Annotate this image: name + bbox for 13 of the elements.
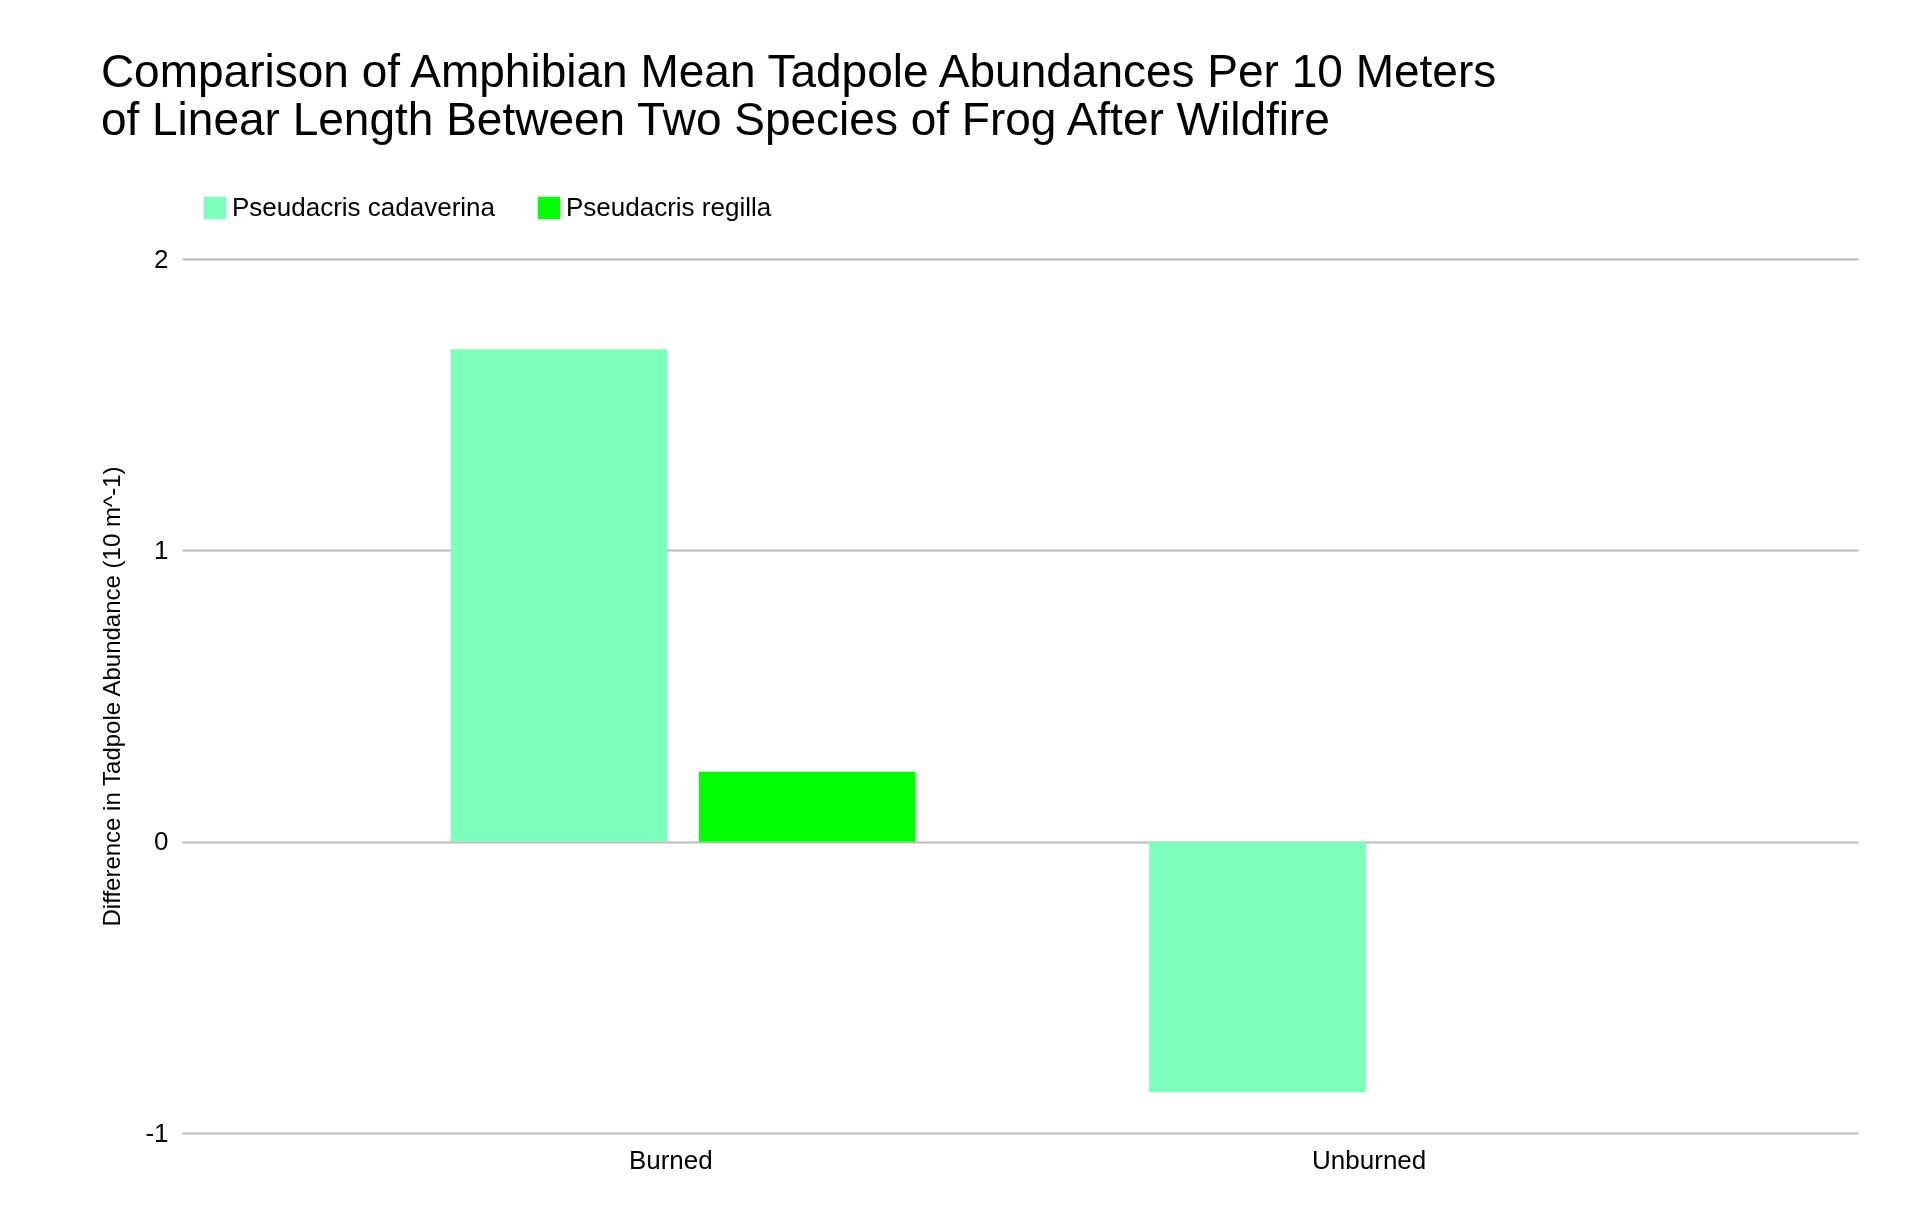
y-axis-title: Difference in Tadpole Abundance (10 m^-1) (98, 466, 126, 927)
x-tick-label: Unburned (1312, 1144, 1427, 1175)
legend-label: Pseudacris regilla (566, 192, 772, 222)
bar (699, 771, 916, 842)
y-tick-label: 1 (154, 534, 169, 565)
bar (1149, 841, 1366, 1093)
y-tick-label: 2 (154, 243, 169, 274)
legend-label: Pseudacris cadaverina (232, 192, 496, 222)
bar (450, 349, 668, 842)
x-tick-label: Burned (628, 1144, 713, 1175)
text: Comparison of Amphibian Mean Tadpole Abundances Per 10 Meters (100, 45, 1497, 97)
y-tick-label: 0 (154, 826, 169, 857)
y-tick-label: -1 (145, 1117, 169, 1148)
